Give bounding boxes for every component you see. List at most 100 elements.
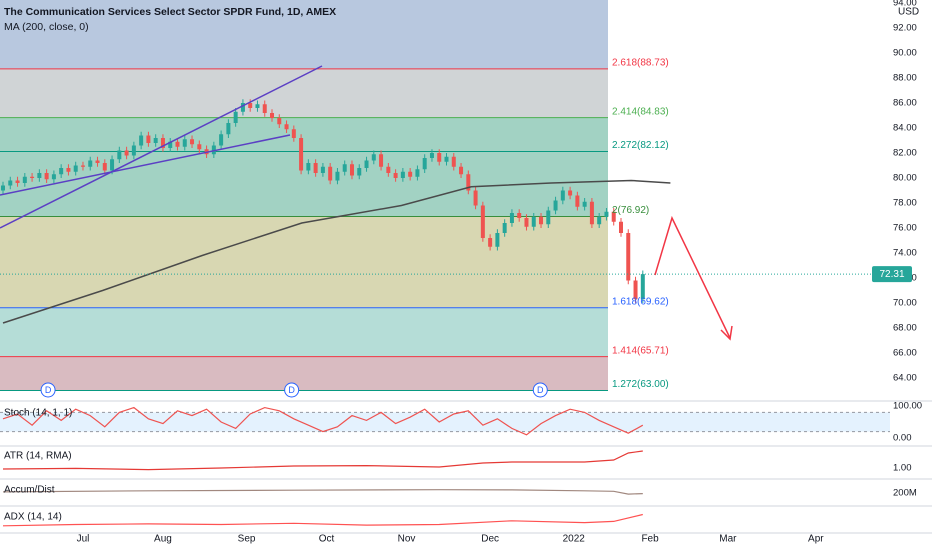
- dividend-label: D: [45, 385, 52, 395]
- candle-body: [509, 213, 514, 223]
- y-tick-label: 84.00: [893, 123, 917, 134]
- candle-body: [451, 156, 456, 167]
- candle-body: [44, 173, 49, 180]
- background: [0, 0, 932, 534]
- candle-body: [80, 165, 85, 167]
- fib-label: 2(76.92): [612, 205, 649, 216]
- candle-body: [560, 190, 565, 201]
- line: [2, 450, 643, 471]
- candle-body: [480, 205, 485, 238]
- line: [2, 179, 671, 324]
- candle-body: [1, 185, 5, 191]
- fib-band: [0, 356, 608, 391]
- candle-body: [139, 135, 144, 146]
- candle-body: [73, 165, 78, 172]
- candle-body: [473, 190, 478, 206]
- candle-body: [153, 138, 158, 143]
- candle-body: [320, 166, 325, 173]
- candle-body: [597, 216, 602, 225]
- candle-body: [197, 144, 202, 150]
- y-tick-label: 100.00: [893, 401, 922, 412]
- candle-body: [386, 166, 391, 173]
- y-tick-label: 90.00: [893, 48, 917, 59]
- candle-body: [95, 160, 100, 163]
- fib-label: 1.618(69.62): [612, 296, 669, 307]
- last-price-label: 72.31: [879, 269, 904, 280]
- chart-title: The Communication Services Select Sector…: [4, 6, 336, 18]
- x-tick-label: Aug: [154, 534, 172, 545]
- arrow-head: [720, 325, 733, 341]
- x-tick-label: Feb: [641, 534, 659, 545]
- candle-body: [589, 201, 594, 225]
- candle-body: [342, 164, 347, 172]
- pane-title: Stoch (14, 1, 1): [4, 408, 72, 419]
- candle-body: [524, 218, 529, 227]
- candle-body: [611, 211, 616, 222]
- candle-body: [291, 129, 296, 138]
- candle-body: [248, 103, 253, 108]
- candle-body: [219, 134, 224, 146]
- candle-body: [539, 216, 544, 225]
- x-tick-label: Sep: [238, 534, 256, 545]
- candle-body: [240, 103, 245, 112]
- y-tick-label: 76.00: [893, 223, 917, 234]
- last-price-box: [872, 266, 912, 283]
- y-tick-label: 66.00: [893, 348, 917, 359]
- y-tick-label: 1.00: [893, 463, 912, 474]
- candle-body: [175, 141, 180, 147]
- x-tick-label: Nov: [398, 534, 416, 545]
- channel-lower: [0, 134, 291, 196]
- y-tick-label: 74.00: [893, 248, 917, 259]
- x-tick-label: Jul: [77, 534, 90, 545]
- candle-body: [110, 159, 115, 171]
- pane-title: ATR (14, RMA): [4, 451, 72, 462]
- band-fill: [0, 412, 890, 432]
- candle-body: [640, 274, 645, 300]
- candle-body: [306, 163, 311, 171]
- fib-label: 1.414(65.71): [612, 345, 669, 356]
- candle-body: [422, 158, 427, 170]
- y-tick-label: 68.00: [893, 323, 917, 334]
- candle-body: [459, 166, 464, 175]
- candle-body: [408, 171, 413, 177]
- currency: USD: [898, 7, 919, 18]
- fib-band: [0, 216, 608, 308]
- candle-body: [437, 153, 442, 162]
- pane-title: Accum/Dist: [4, 485, 55, 496]
- candle-body: [262, 104, 267, 113]
- candle-body: [146, 135, 151, 143]
- candle-body: [618, 221, 623, 233]
- channel-upper: [0, 65, 323, 229]
- line: [2, 489, 643, 495]
- candle-body: [37, 173, 42, 178]
- candle-body: [495, 233, 500, 247]
- candle-body: [102, 163, 107, 171]
- y-tick-label: 86.00: [893, 98, 917, 109]
- fib-label: 2.414(84.83): [612, 106, 669, 117]
- candle-body: [160, 138, 165, 148]
- candle-body: [117, 150, 122, 160]
- y-tick-label: 200M: [893, 488, 917, 499]
- x-tick-label: Apr: [808, 534, 824, 545]
- x-tick-label: 2022: [563, 534, 586, 545]
- candle-body: [582, 201, 587, 207]
- candle-body: [270, 113, 275, 118]
- y-tick-label: 70.00: [893, 298, 917, 309]
- candle-body: [400, 171, 405, 178]
- candle-body: [502, 223, 507, 233]
- line: [2, 406, 644, 436]
- candle-body: [488, 238, 493, 247]
- candle-body: [349, 164, 354, 176]
- dividend-marker: [284, 382, 300, 398]
- plot: [0, 99, 890, 527]
- fib-label: 2.618(88.73): [612, 58, 669, 69]
- candle-body: [379, 154, 384, 167]
- candle-body: [604, 211, 609, 217]
- x-tick-label: Oct: [319, 534, 335, 545]
- candle-body: [59, 168, 64, 175]
- candle-body: [88, 160, 93, 167]
- y-tick-label: 82.00: [893, 148, 917, 159]
- candle-body: [22, 176, 27, 183]
- candle-body: [8, 180, 13, 186]
